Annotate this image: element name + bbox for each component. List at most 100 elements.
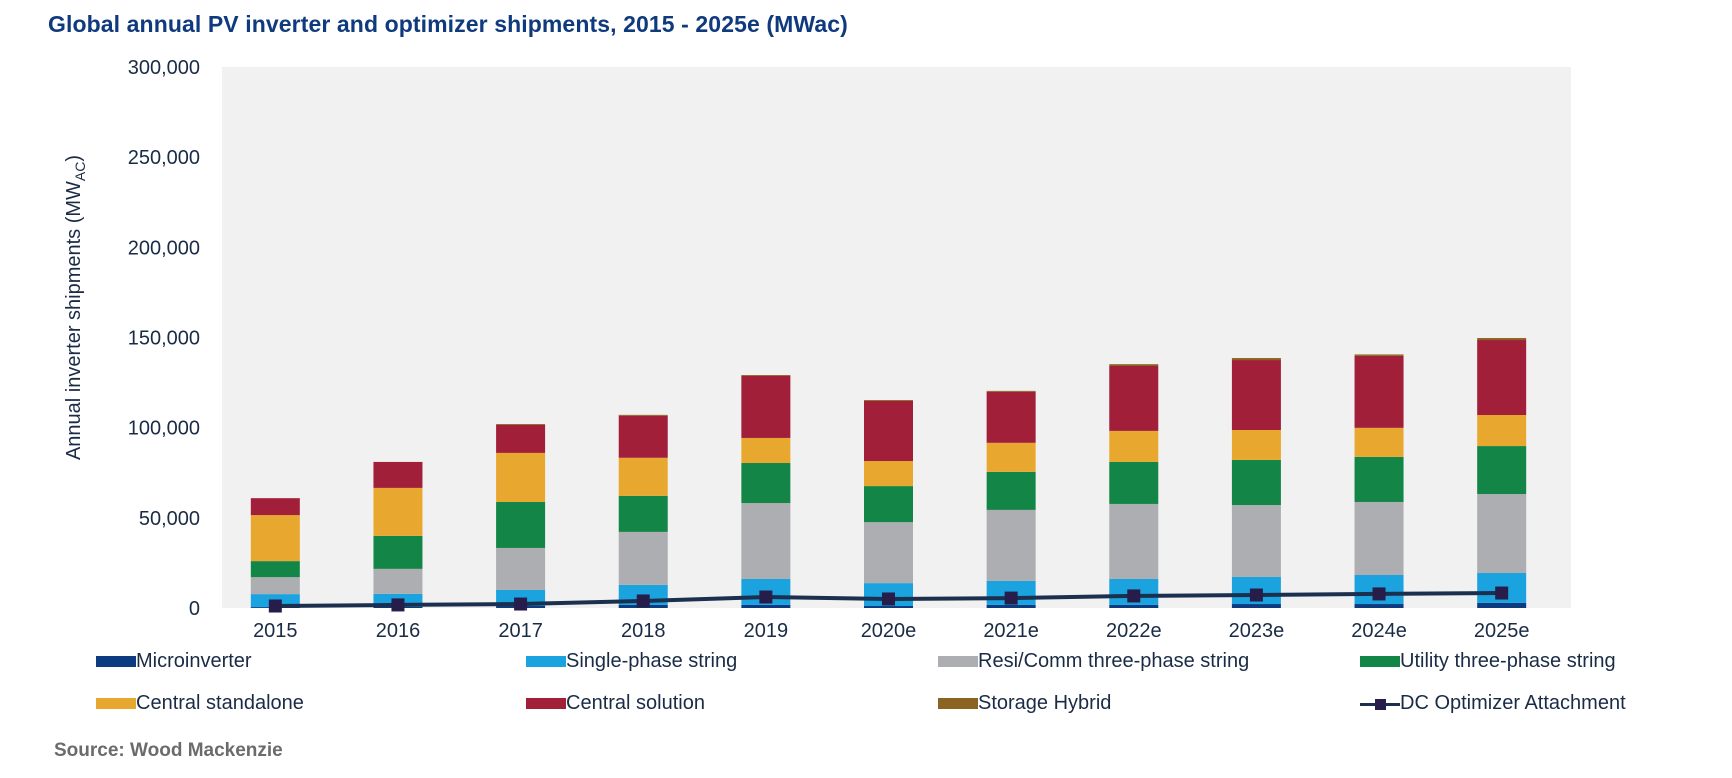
bar-segment-resi-comm-three-phase-string [986,509,1036,581]
bar-segment-resi-comm-three-phase-string [496,547,546,590]
bar-stack-2023e [1231,358,1281,608]
legend-swatch-icon [96,698,136,709]
x-tick-label: 2022e [1106,620,1162,642]
legend-line-marker-icon [1360,698,1400,710]
bar-segment-microinverter [1109,604,1159,608]
bar-segment-resi-comm-three-phase-string [1477,494,1527,574]
bar-segment-utility-three-phase-string [496,501,546,548]
optimizer-marker-2018 [636,594,650,608]
x-tick-label: 2024e [1351,620,1407,642]
source-note: Source: Wood Mackenzie [54,740,283,761]
bar-segment-central-standalone [250,515,300,562]
optimizer-marker-2016 [391,598,405,612]
legend-label: Central solution [566,692,705,714]
bar-segment-central-solution [1477,340,1527,416]
legend-swatch-icon [938,698,978,709]
legend-swatch-icon [526,698,566,709]
x-tick-label: 2021e [983,620,1039,642]
y-axis-label: Annual inverter shipments (MWAC) [63,155,88,460]
y-tick-label: 200,000 [128,237,200,259]
x-tick-label: 2023e [1229,620,1285,642]
bar-segment-storage-hybrid [864,400,913,401]
bar-segment-resi-comm-three-phase-string [1109,503,1159,579]
bar-segment-utility-three-phase-string [741,463,791,504]
bar-segment-central-solution [986,391,1036,443]
bar-segment-microinverter [1477,602,1527,608]
bar-segment-storage-hybrid [1109,364,1159,366]
bar-segment-resi-comm-three-phase-string [864,522,913,584]
x-tick-label: 2018 [621,620,666,642]
bar-segment-central-standalone [1109,430,1159,462]
bar-segment-central-solution [1354,355,1404,428]
optimizer-marker-2017 [514,597,528,611]
bar-segment-storage-hybrid [1477,338,1527,341]
y-tick-label: 100,000 [128,418,200,440]
x-axis-ticks: 2015 2016 2017 2018 2019 2020e 2021e 2022e 2023e… [253,620,1529,642]
bar-segment-utility-three-phase-string [250,561,300,578]
bar-segment-central-solution [864,400,913,462]
bar-segment-central-solution [496,424,546,453]
bar-stack-2016 [373,461,423,608]
bar-stack-2020e [864,400,913,608]
bar-segment-resi-comm-three-phase-string [1354,501,1404,575]
y-tick-label: 150,000 [128,328,200,350]
bar-segment-utility-three-phase-string [373,535,423,569]
bar-stack-2017 [496,424,546,608]
legend-item-single-phase-string: Single-phase string [526,650,737,673]
bar-segment-central-standalone [864,461,913,487]
bar-segment-microinverter [986,604,1036,608]
x-tick-label: 2015 [253,620,298,642]
legend-item-resi-comm-three-phase-string: Resi/Comm three-phase string [938,650,1249,673]
legend-item-dc-optimizer-attachment: DC Optimizer Attachment [1360,692,1626,715]
x-tick-label: 2025e [1474,620,1530,642]
bar-segment-resi-comm-three-phase-string [1231,505,1281,577]
legend-item-utility-three-phase-string: Utility three-phase string [1360,650,1616,673]
legend-label: DC Optimizer Attachment [1400,692,1626,714]
bar-segment-microinverter [864,606,913,608]
bar-segment-central-standalone [1477,415,1527,447]
bar-segment-central-solution [1109,365,1159,431]
legend-item-central-standalone: Central standalone [96,692,304,715]
x-tick-label: 2017 [498,620,543,642]
y-tick-label: 300,000 [128,57,200,79]
bar-segment-storage-hybrid [741,375,791,376]
bar-segment-utility-three-phase-string [986,471,1036,510]
legend-swatch-icon [938,656,978,667]
bar-segment-resi-comm-three-phase-string [618,531,668,585]
legend-item-microinverter: Microinverter [96,650,252,673]
x-tick-label: 2019 [744,620,789,642]
x-tick-label: 2020e [861,620,917,642]
bar-segment-resi-comm-three-phase-string [741,503,791,579]
bar-segment-central-solution [741,375,791,438]
optimizer-marker-2020e [882,592,895,606]
bar-stack-2018 [618,414,668,608]
bar-segment-storage-hybrid [618,414,668,416]
bar-segment-storage-hybrid [986,390,1036,392]
bar-segment-microinverter [741,604,791,608]
legend-swatch-icon [1360,656,1400,667]
bar-segment-utility-three-phase-string [618,495,668,532]
bar-segment-central-standalone [741,437,791,464]
legend-label: Central standalone [136,692,304,714]
bar-stack-2015 [250,498,300,608]
bar-segment-microinverter [1354,604,1404,608]
bar-segment-utility-three-phase-string [1477,446,1527,495]
bar-segment-central-solution [618,415,668,458]
chart-title: Global annual PV inverter and optimizer … [48,11,848,37]
optimizer-marker-2019 [759,590,773,604]
bar-segment-central-solution [250,498,300,516]
bar-segment-central-standalone [618,457,668,496]
legend-label: Resi/Comm three-phase string [978,650,1250,672]
optimizer-marker-2021e [1004,591,1018,605]
bar-segment-storage-hybrid [496,424,546,425]
bar-segment-central-standalone [1231,430,1281,460]
y-tick-label: 250,000 [128,147,200,169]
legend: Microinverter Single-phase string Resi/C… [96,650,1626,715]
legend-item-central-solution: Central solution [526,692,705,715]
bar-segment-central-solution [373,461,423,488]
x-tick-label: 2016 [376,620,421,642]
bar-segment-central-standalone [1354,427,1404,457]
bar-segment-utility-three-phase-string [1109,461,1159,504]
y-axis-ticks: 0 50,000 100,000 150,000 200,000 250,000 300,0… [128,57,200,620]
